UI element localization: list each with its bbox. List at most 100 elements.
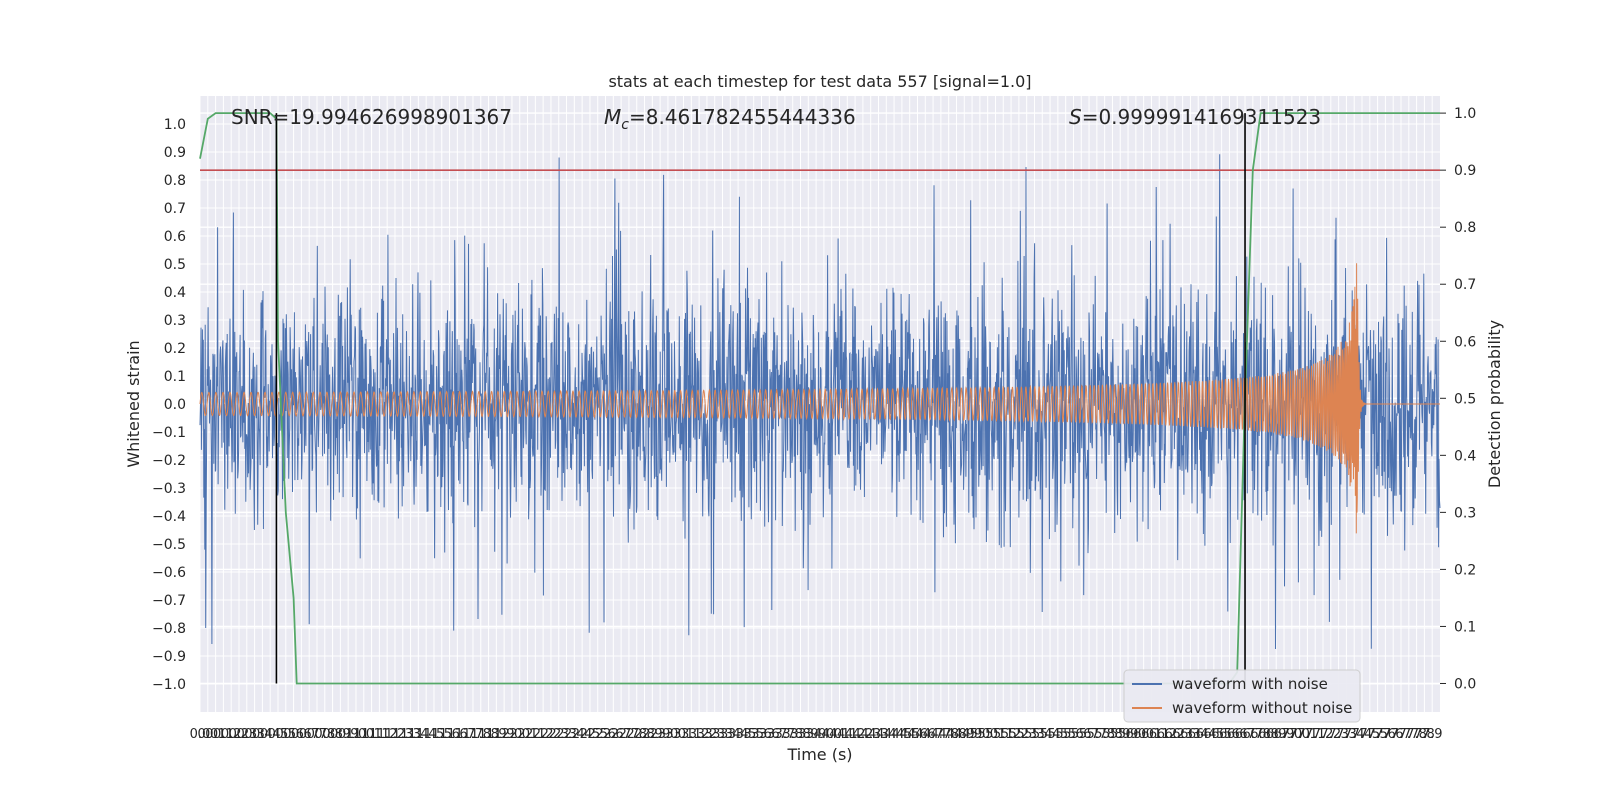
x-tick-label: 3.2 (689, 727, 710, 742)
x-tick-label: 4.3 (868, 727, 889, 742)
x-tick-label: 0.9 (330, 727, 351, 742)
x-tick-label: 0.8 (314, 727, 335, 742)
x-tick-label: 0.7 (307, 727, 328, 742)
x-tick-label: 6.5 (1203, 727, 1224, 742)
x-tick-label: 0.9 (338, 727, 359, 742)
x-tick-label: 6.6 (1227, 727, 1248, 742)
x-tick-label: 1.3 (392, 727, 413, 742)
x-tick-label: 5.0 (970, 727, 991, 742)
x-tick-label: 7.0 (1289, 727, 1310, 742)
x-tick-label: 3.0 (665, 727, 686, 742)
x-tick-label: 4.2 (853, 727, 874, 742)
x-tick-label: 0.7 (299, 727, 320, 742)
y-tick-label: −0.2 (152, 453, 186, 469)
x-tick-label: 6.7 (1235, 727, 1256, 742)
x-tick-label: 4.5 (899, 727, 920, 742)
x-tick-label: 2.9 (650, 727, 671, 742)
x-tick-label: 5.8 (1102, 727, 1123, 742)
x-tick-label: 7.4 (1352, 727, 1373, 742)
x-tick-label: 4.7 (931, 727, 952, 742)
y2-tick-label: 0.5 (1454, 391, 1476, 407)
series-waveform-without-noise (199, 263, 1440, 534)
x-tick-label: 4.4 (876, 727, 897, 742)
chirp-mass-subscript: c (621, 117, 629, 133)
x-tick-label: 0.3 (236, 727, 257, 742)
x-tick-label: 5.4 (1032, 727, 1053, 742)
x-tick-label: 6.2 (1164, 727, 1185, 742)
x-tick-label: 2.7 (619, 727, 640, 742)
x-tick-label: 4.5 (892, 727, 913, 742)
x-tick-label: 3.9 (798, 727, 819, 742)
x-tick-label: 7.7 (1391, 727, 1412, 742)
x-tick-label: 4.6 (907, 727, 928, 742)
x-tick-label: 6.3 (1172, 727, 1193, 742)
chirp-mass-symbol: M (604, 105, 621, 129)
x-tick-label: 0.2 (221, 727, 242, 742)
x-tick-label: 5.9 (1110, 727, 1131, 742)
x-tick-label: 2.3 (548, 727, 569, 742)
y-axis-label: Whitened strain (124, 340, 143, 467)
x-tick-label: 2.6 (595, 727, 616, 742)
chirp-mass-value: =8.461782455444336 (629, 105, 856, 129)
x-tick-label: 4.9 (962, 727, 983, 742)
x-tick-label: 0.0 (190, 727, 211, 742)
x-tick-label: 1.5 (431, 727, 452, 742)
y2-tick-label: 0.0 (1454, 676, 1476, 692)
x-tick-label: 2.0 (502, 727, 523, 742)
y-tick-label: −1.0 (152, 677, 186, 693)
x-tick-label: 1.2 (385, 727, 406, 742)
x-tick-label: 2.9 (642, 727, 663, 742)
y-tick-label: −0.5 (152, 537, 186, 553)
x-tick-label: 5.5 (1048, 727, 1069, 742)
x-tick-label: 7.6 (1375, 727, 1396, 742)
x-tick-label: 0.5 (268, 727, 289, 742)
x-tick-label: 1.2 (377, 727, 398, 742)
x-tick-label: 3.4 (728, 727, 749, 742)
y-tick-label: −0.7 (152, 593, 186, 609)
legend-label-noise: waveform with noise (1172, 675, 1328, 693)
y-tick-label: 0.3 (164, 313, 186, 329)
x-tick-label: 6.0 (1126, 727, 1147, 742)
x-tick-label: 4.7 (923, 727, 944, 742)
x-tick-label: 5.0 (977, 727, 998, 742)
y-tick-label: −0.4 (152, 509, 186, 525)
x-tick-label: 3.2 (697, 727, 718, 742)
legend-box (1123, 669, 1361, 723)
x-tick-label: 1.9 (486, 727, 507, 742)
legend-label-clean: waveform without noise (1172, 699, 1352, 717)
x-tick-label: 0.1 (213, 727, 234, 742)
x-tick-label: 6.9 (1266, 727, 1287, 742)
y2-tick-label: 0.1 (1454, 619, 1476, 635)
x-tick-label: 0.0 (197, 727, 218, 742)
y-tick-label: 0.0 (164, 397, 186, 413)
x-tick-label: 6.5 (1211, 727, 1232, 742)
x-tick-label: 1.4 (416, 727, 437, 742)
y2-tick-label: 1.0 (1454, 106, 1476, 122)
x-tick-label: 4.1 (837, 727, 858, 742)
x-tick-label: 1.7 (455, 727, 476, 742)
x-tick-label: 6.9 (1274, 727, 1295, 742)
x-tick-label: 5.1 (985, 727, 1006, 742)
y-tick-label: 0.9 (164, 145, 186, 161)
x-tick-label: 3.3 (704, 727, 725, 742)
x-tick-label: 2.6 (603, 727, 624, 742)
x-tick-label: 0.8 (322, 727, 343, 742)
x-tick-label: 7.8 (1406, 727, 1427, 742)
x-tick-label: 1.3 (400, 727, 421, 742)
x-tick-label: 7.6 (1383, 727, 1404, 742)
x-tick-label: 0.3 (244, 727, 265, 742)
x-tick-label: 5.6 (1071, 727, 1092, 742)
y-tick-label: 0.4 (164, 285, 186, 301)
y-tick-label: 0.6 (164, 229, 186, 245)
series-layer (199, 112, 1441, 685)
x-tick-label: 1.6 (439, 727, 460, 742)
y2-tick-label: 0.7 (1454, 277, 1476, 293)
y2-tick-label: 0.6 (1454, 334, 1476, 350)
x-tick-label: 7.3 (1336, 727, 1357, 742)
x-axis-label: Time (s) (786, 745, 852, 764)
x-tick-label: 5.1 (993, 727, 1014, 742)
x-tick-label: 4.0 (814, 727, 835, 742)
x-tick-label: 5.3 (1016, 727, 1037, 742)
x-tick-label: 4.3 (860, 727, 881, 742)
x-tick-label: 0.4 (260, 727, 281, 742)
